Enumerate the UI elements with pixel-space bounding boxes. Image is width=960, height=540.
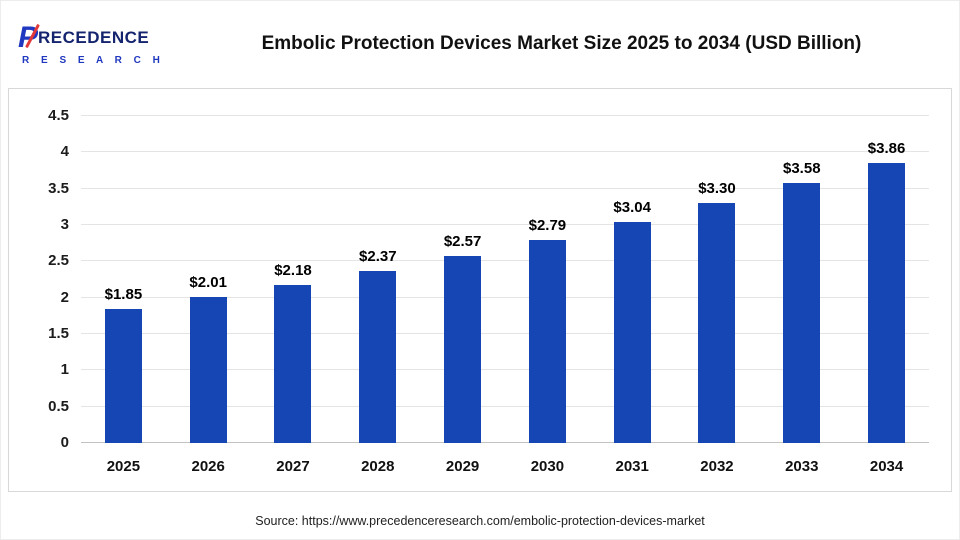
- bar-value-label: $3.04: [613, 199, 651, 217]
- x-tick-label: 2032: [700, 457, 734, 475]
- bar-value-label: $2.79: [528, 217, 567, 235]
- bar: [104, 308, 142, 443]
- x-tick-label: 2030: [530, 457, 565, 475]
- gridline: [81, 224, 929, 225]
- x-tick-label: 2025: [106, 457, 141, 475]
- plot-area: $1.85 $2.01 $2.18 $2.37 $2.57 $2.79 $3.04 $3.30…: [81, 115, 929, 443]
- y-tick-label: 3.5: [48, 179, 69, 197]
- chart-panel: 0 0.5 1 1.5 2 2.5 3 3.5 4 4.5 $1.85 $2.01 $2.18 $2.3…: [8, 88, 952, 492]
- x-tick-label: 2029: [445, 457, 480, 475]
- bar-series: $1.85 $2.01 $2.18 $2.37 $2.57 $2.79 $3.04 $3.30…: [81, 116, 929, 443]
- gridline: [81, 260, 929, 262]
- bar-column: $2.18: [251, 116, 336, 443]
- x-tick-label: 2027: [276, 457, 310, 475]
- gridline: [81, 115, 929, 116]
- bar-column: $1.85: [81, 116, 166, 443]
- y-tick-label: 0.5: [48, 397, 69, 415]
- y-tick-label: 1: [60, 361, 69, 379]
- gridline: [81, 151, 929, 153]
- gridline: [81, 442, 929, 443]
- bar-column: $3.30: [675, 116, 760, 443]
- x-tick-label: 2034: [869, 457, 904, 475]
- bar: [444, 256, 482, 443]
- bar-column: $3.04: [590, 116, 675, 443]
- bar-value-label: $1.85: [104, 285, 143, 303]
- bar-value-label: $2.01: [189, 273, 227, 291]
- bar-value-label: $3.58: [783, 159, 821, 177]
- bar: [783, 182, 821, 443]
- logo-research-text: R E S E A R C H: [22, 54, 165, 66]
- gridline: [81, 296, 929, 298]
- bar: [613, 222, 651, 443]
- bar: [189, 296, 227, 443]
- bar: [868, 162, 906, 443]
- y-tick-label: 0: [60, 434, 69, 451]
- y-tick-label: 1.5: [48, 325, 69, 343]
- bar-value-label: $2.37: [359, 247, 397, 265]
- x-tick-label: 2026: [191, 457, 225, 475]
- bar-value-label: $2.18: [274, 261, 312, 279]
- gridline: [81, 187, 929, 189]
- gridline: [81, 333, 929, 334]
- bar: [274, 284, 312, 443]
- chart-title: Embolic Protection Devices Market Size 2…: [261, 33, 862, 54]
- bar-column: $2.37: [335, 116, 420, 443]
- precedence-research-logo: P RECEDENCE R E S E A R C H: [18, 22, 193, 66]
- bar: [359, 270, 397, 443]
- logo-wordmark-text: RECEDENCE: [38, 27, 150, 47]
- source-text: Source: https://www.precedenceresearch.c…: [255, 514, 705, 528]
- bar-column: $3.86: [844, 116, 929, 443]
- gridline: [81, 369, 929, 371]
- chart-header: P RECEDENCE R E S E A R C H Embolic Prote…: [0, 0, 960, 88]
- y-axis: 0 0.5 1 1.5 2 2.5 3 3.5 4 4.5: [23, 107, 81, 451]
- bar: [698, 203, 736, 443]
- chart-body: 0 0.5 1 1.5 2 2.5 3 3.5 4 4.5 $1.85 $2.01 $2.18 $2.3…: [23, 107, 929, 489]
- gridline: [81, 405, 929, 407]
- bar-value-label: $3.30: [698, 180, 736, 198]
- y-tick-label: 2: [60, 288, 69, 306]
- bar-value-label: $2.57: [443, 233, 482, 251]
- y-tick-label: 3: [60, 216, 69, 234]
- y-tick-label: 4: [60, 143, 69, 161]
- logo-wordmark: P RECEDENCE: [18, 22, 193, 53]
- gridlines: [81, 115, 929, 443]
- y-tick-label: 4.5: [48, 107, 69, 124]
- bar-column: $2.57: [420, 116, 505, 443]
- x-axis: 2025 2026 2027 2028 2029 2030 2031 2032 2033 2034: [81, 443, 929, 489]
- bar: [528, 240, 566, 443]
- bar-column: $3.58: [759, 116, 844, 443]
- bar-column: $2.79: [505, 116, 590, 443]
- bar-column: $2.01: [166, 116, 251, 443]
- x-tick-label: 2031: [615, 457, 649, 475]
- y-tick-label: 2.5: [48, 252, 69, 270]
- x-tick-label: 2033: [785, 457, 819, 475]
- bar-value-label: $3.86: [867, 139, 906, 157]
- x-tick-label: 2028: [361, 457, 395, 475]
